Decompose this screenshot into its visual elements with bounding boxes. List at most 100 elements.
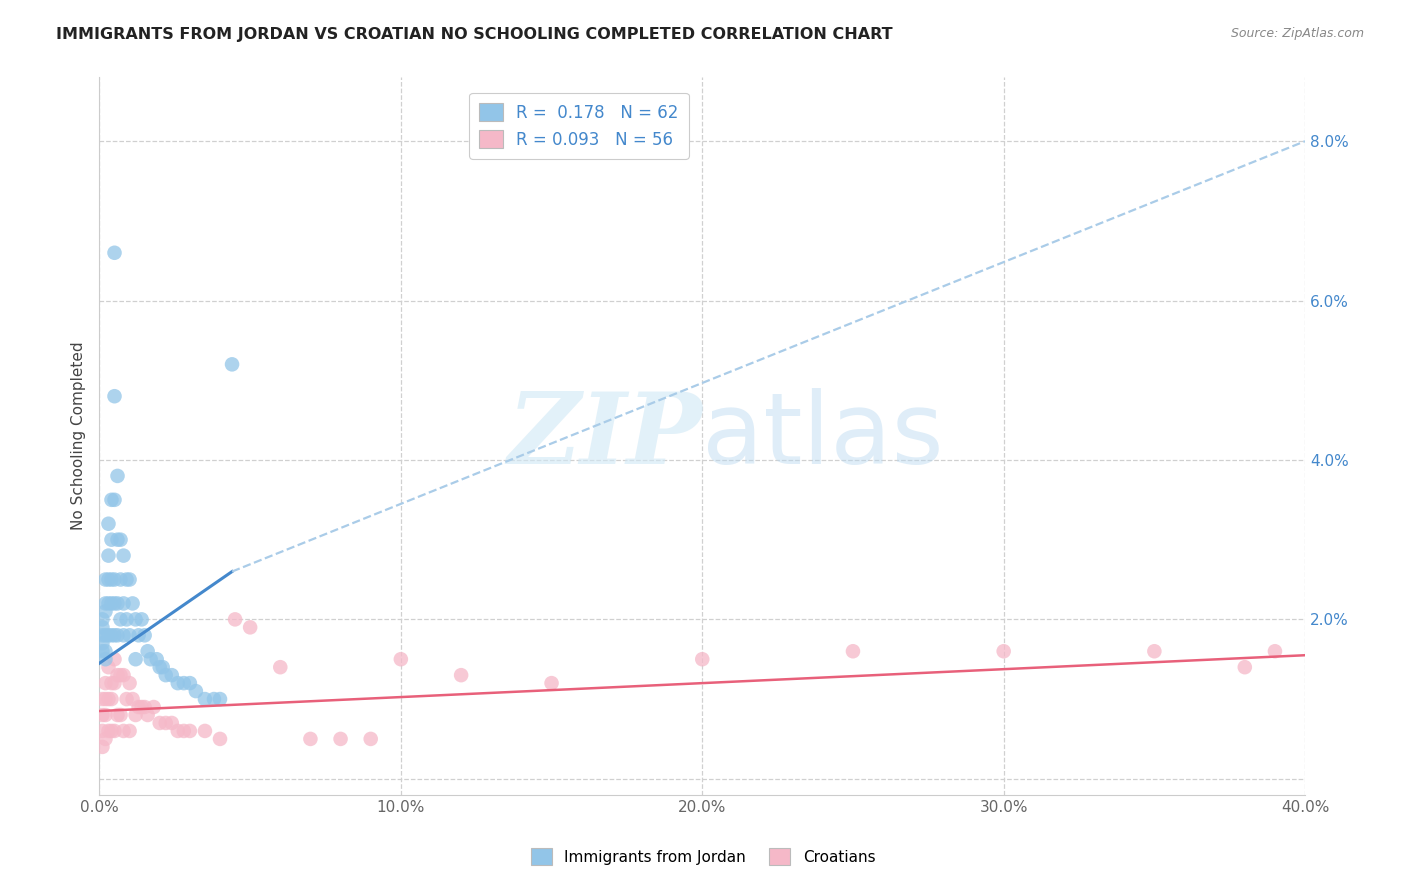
Point (107, 708, 129, 723)
Point (94, 604, 117, 618)
Point (208, 731, 231, 746)
Text: Source: ZipAtlas.com: Source: ZipAtlas.com (1230, 27, 1364, 40)
Point (110, 573, 132, 587)
Point (97, 628, 120, 642)
Text: atlas: atlas (702, 387, 943, 484)
Point (124, 652, 146, 666)
Point (94, 573, 117, 587)
Point (110, 708, 132, 723)
Point (107, 533, 129, 547)
Point (166, 676, 188, 690)
Text: ZIP: ZIP (508, 388, 702, 484)
Legend: R =  0.178   N = 62, R = 0.093   N = 56: R = 0.178 N = 62, R = 0.093 N = 56 (470, 93, 689, 159)
Point (112, 668, 135, 682)
Point (1233, 660, 1256, 674)
Point (112, 596, 135, 610)
Point (360, 731, 382, 746)
Point (118, 723, 141, 738)
Point (103, 652, 125, 666)
Point (269, 660, 291, 674)
Point (94, 644, 117, 658)
Point (100, 596, 122, 610)
Point (139, 652, 162, 666)
Point (121, 596, 143, 610)
Point (155, 716, 177, 731)
Point (1143, 644, 1166, 658)
Point (91, 628, 114, 642)
Point (97, 549, 120, 563)
Point (91, 723, 114, 738)
Point (103, 628, 125, 642)
Point (107, 596, 129, 610)
Point (299, 731, 322, 746)
Point (91, 692, 114, 706)
Y-axis label: No Schooling Completed: No Schooling Completed (72, 342, 86, 531)
Point (149, 716, 172, 731)
Point (118, 628, 141, 642)
Point (112, 723, 135, 738)
Point (107, 628, 129, 642)
Point (124, 708, 146, 723)
Point (103, 676, 125, 690)
Point (179, 676, 201, 690)
Point (103, 723, 125, 738)
Point (100, 628, 122, 642)
Point (128, 628, 150, 642)
Point (94, 596, 117, 610)
Point (115, 612, 138, 626)
Point (107, 469, 129, 483)
Point (166, 723, 188, 738)
Point (94, 628, 117, 642)
Point (100, 573, 122, 587)
Point (540, 676, 562, 690)
Point (94, 692, 117, 706)
Point (97, 573, 120, 587)
Point (100, 492, 122, 507)
Point (94, 708, 117, 723)
Point (103, 245, 125, 260)
Point (389, 652, 412, 666)
Point (160, 716, 183, 731)
Text: IMMIGRANTS FROM JORDAN VS CROATIAN NO SCHOOLING COMPLETED CORRELATION CHART: IMMIGRANTS FROM JORDAN VS CROATIAN NO SC… (56, 27, 893, 42)
Point (100, 692, 122, 706)
Point (91, 708, 114, 723)
Point (97, 516, 120, 531)
Point (118, 573, 141, 587)
Point (224, 612, 246, 626)
Point (131, 700, 153, 714)
Point (145, 652, 167, 666)
Point (107, 668, 129, 682)
Point (124, 612, 146, 626)
Point (329, 731, 352, 746)
Point (100, 533, 122, 547)
Point (97, 660, 120, 674)
Point (110, 612, 132, 626)
Point (97, 596, 120, 610)
Point (450, 668, 472, 682)
Point (136, 644, 159, 658)
Point (94, 676, 117, 690)
Point (91, 644, 114, 658)
Point (110, 533, 132, 547)
Point (94, 652, 117, 666)
Point (152, 660, 174, 674)
Point (149, 660, 172, 674)
Point (173, 723, 195, 738)
Point (115, 573, 138, 587)
Point (128, 700, 150, 714)
Point (110, 668, 132, 682)
Point (184, 684, 207, 698)
Point (221, 357, 243, 371)
Point (136, 708, 159, 723)
Point (100, 676, 122, 690)
Point (194, 723, 217, 738)
Point (239, 620, 262, 634)
Point (134, 700, 156, 714)
Point (121, 692, 143, 706)
Point (134, 628, 156, 642)
Point (103, 596, 125, 610)
Point (91, 620, 114, 634)
Point (103, 492, 125, 507)
Point (94, 731, 117, 746)
Point (1264, 644, 1286, 658)
